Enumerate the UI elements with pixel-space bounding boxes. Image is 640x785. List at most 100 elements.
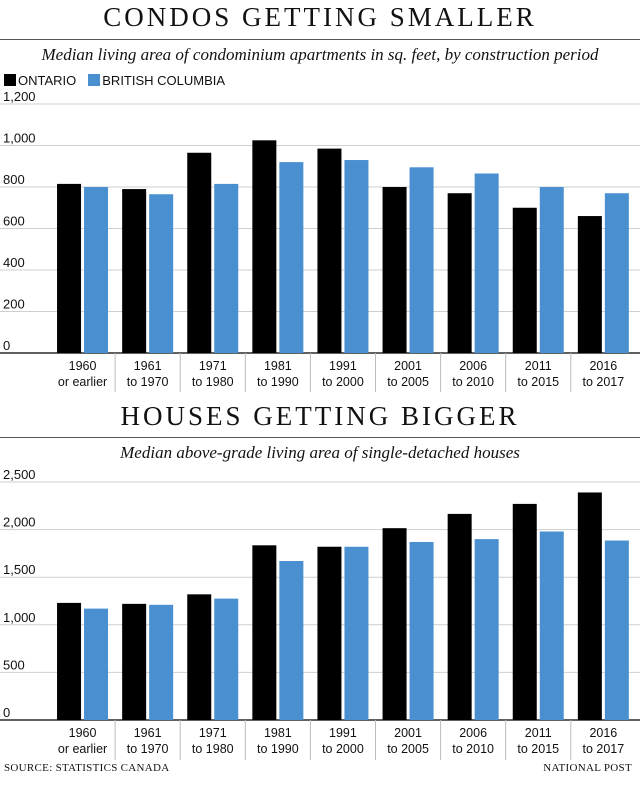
houses-ytick-label: 1,000 [3,610,36,625]
houses-xtick-label: to 2015 [517,742,559,756]
condos-ytick-label: 0 [3,338,10,353]
houses-xtick-label: 1971 [199,726,227,740]
houses-xtick-label: 2006 [459,726,487,740]
condos-xtick-label: 2011 [525,359,552,373]
condos-bar-bc [149,194,174,353]
houses-bar-bc [539,531,564,720]
houses-bar-ontario [577,492,602,720]
condos-xtick-label: 2006 [459,359,487,373]
houses-xtick-label: or earlier [58,742,107,756]
condos-ytick-label: 800 [3,172,25,187]
condos-xtick-label: 1971 [199,359,227,373]
credit-note: NATIONAL POST [543,762,632,774]
condos-xtick-label: to 1980 [192,375,234,389]
condos-ytick-label: 400 [3,255,25,270]
houses-bar-ontario [512,503,537,720]
houses-xtick-label: to 2005 [387,742,429,756]
condos-bar-bc [539,187,564,353]
houses-xtick-label: to 2010 [452,742,494,756]
condos-bar-bc [84,187,109,353]
legend-item-ontario: ONTARIO [4,73,76,88]
houses-bar-bc [344,546,369,720]
title-rule-houses [0,437,640,438]
condos-xtick-label: to 1970 [127,375,169,389]
legend-swatch-ontario [4,74,16,86]
houses-xtick-label: to 1970 [127,742,169,756]
houses-bar-bc [214,598,239,720]
condos-ytick-label: 600 [3,214,25,229]
houses-xtick-label: to 2017 [582,742,624,756]
houses-bar-ontario [317,546,342,720]
houses-ytick-label: 500 [3,657,25,672]
houses-xtick-label: 1960 [69,726,97,740]
condos-bar-ontario [57,183,82,353]
houses-bar-ontario [447,513,472,720]
legend-item-bc: BRITISH COLUMBIA [88,73,225,88]
houses-xtick-label: to 1980 [192,742,234,756]
condos-xtick-label: to 2010 [452,375,494,389]
condos-bar-ontario [317,148,342,353]
houses-bar-ontario [122,603,147,720]
houses-xtick-label: to 1990 [257,742,299,756]
houses-xtick-label: 2001 [394,726,422,740]
chart-subtitle-condos: Median living area of condominium apartm… [41,45,599,64]
condos-xtick-label: 2016 [589,359,617,373]
legend-label-ontario: ONTARIO [18,72,77,88]
condos-bar-ontario [577,216,602,353]
condos-bar-bc [279,162,304,353]
condos-bar-ontario [512,207,537,353]
legend-swatch-bc [88,74,101,86]
houses-xtick-label: to 2000 [322,742,364,756]
houses-chart: 0 500 1,000 1,500 2,000 2,500 1960 or earlier 19… [0,467,640,760]
houses-ytick-label: 2,500 [3,467,36,482]
condos-xtick-label: 1961 [134,359,162,373]
condos-bar-bc [214,183,239,353]
houses-ytick-label: 0 [3,705,10,720]
houses-bar-ontario [57,602,82,720]
houses-bar-bc [409,541,434,720]
legend: ONTARIO BRITISH COLUMBIA [4,71,237,89]
condos-xtick-label: 1981 [264,359,292,373]
houses-bar-bc [149,604,174,720]
source-note: SOURCE: STATISTICS CANADA [4,762,170,774]
condos-xtick-label: to 2005 [387,375,429,389]
condos-ytick-label: 1,200 [3,92,36,104]
condos-xtick-label: 1960 [69,359,97,373]
condos-xtick-label: to 2000 [322,375,364,389]
condos-xtick-label: to 2015 [517,375,559,389]
houses-bar-ontario [252,545,277,720]
condos-ytick-label: 1,000 [3,131,36,146]
condos-bar-ontario [447,193,472,353]
condos-bar-ontario [187,152,212,353]
condos-bar-bc [344,160,369,353]
chart-title-houses: HOUSES GETTING BIGGER [120,401,520,431]
houses-bar-ontario [382,528,407,720]
condos-xtick-label: 2001 [394,359,422,373]
condos-xtick-label: to 2017 [582,375,624,389]
houses-xtick-label: 1981 [264,726,292,740]
condos-bar-bc [604,193,629,353]
houses-ytick-label: 2,000 [3,515,36,530]
houses-bar-bc [604,540,629,720]
houses-xtick-label: 1961 [134,726,162,740]
chart-subtitle-houses: Median above-grade living area of single… [120,443,520,462]
condos-xtick-label: or earlier [58,375,107,389]
houses-bar-ontario [187,594,212,720]
houses-xtick-label: 1991 [329,726,357,740]
condos-chart: 0 200 400 600 800 1,000 1,200 1960 or earlier 196… [0,92,640,392]
condos-xtick-label: to 1990 [257,375,299,389]
title-rule-condos [0,39,640,40]
houses-bar-bc [279,561,304,720]
houses-xtick-label: 2011 [525,726,552,740]
condos-bar-ontario [122,189,147,353]
houses-bar-bc [84,608,109,720]
condos-ytick-label: 200 [3,297,25,312]
condos-xtick-label: 1991 [329,359,357,373]
legend-label-bc: BRITISH COLUMBIA [102,72,226,88]
houses-ytick-label: 1,500 [3,562,36,577]
houses-xtick-label: 2016 [589,726,617,740]
houses-bar-bc [474,539,499,720]
condos-bar-bc [474,173,499,353]
condos-bar-bc [409,167,434,353]
condos-bar-ontario [252,140,277,353]
